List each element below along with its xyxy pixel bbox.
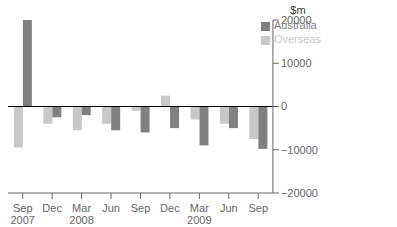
- svg-text:Dec: Dec: [160, 202, 180, 214]
- svg-text:Mar2009: Mar2009: [187, 202, 211, 226]
- svg-text:$m: $m: [290, 4, 305, 16]
- svg-text:Jun: Jun: [220, 202, 238, 214]
- svg-text:−20000: −20000: [281, 187, 318, 199]
- svg-text:Mar2008: Mar2008: [69, 202, 93, 226]
- svg-text:Jun: Jun: [102, 202, 120, 214]
- svg-text:Dec: Dec: [42, 202, 62, 214]
- svg-text:10000: 10000: [281, 57, 312, 69]
- svg-text:Sep: Sep: [248, 202, 268, 214]
- svg-text:−10000: −10000: [281, 144, 318, 156]
- svg-text:Sep: Sep: [131, 202, 151, 214]
- svg-text:0: 0: [281, 100, 287, 112]
- svg-text:Sep2007: Sep2007: [10, 202, 34, 226]
